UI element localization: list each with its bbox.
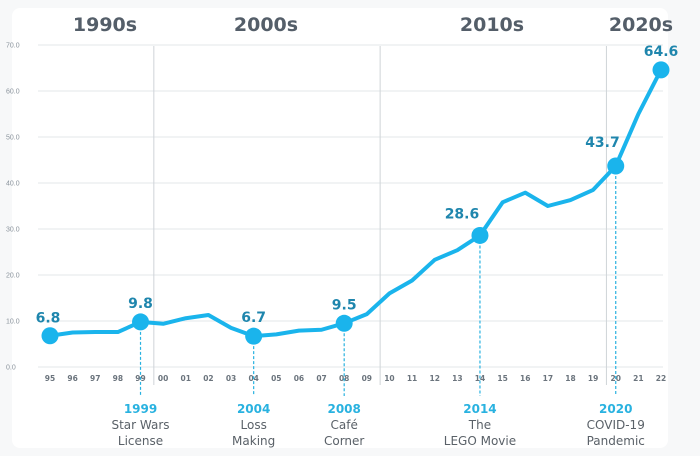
- annotation-layer: 1999 Star Wars License 2004 Loss Making 2008 Ca…: [111, 165, 645, 448]
- decade-title: 1990s: [73, 14, 137, 36]
- highlight-point-layer: [41, 61, 670, 345]
- y-tick-label: 40.0: [6, 181, 20, 188]
- x-tick-label: 06: [294, 374, 304, 383]
- value-label-layer: 6.8 9.8 6.7 9.5 28.6 43.7 64.6: [36, 44, 679, 327]
- x-tick-label: 11: [407, 374, 417, 383]
- x-tick-label: 16: [520, 374, 530, 383]
- x-tick-label: 19: [588, 374, 598, 383]
- x-tick-label: 00: [158, 374, 168, 383]
- y-tick-label: 30.0: [6, 227, 20, 234]
- decade-title: 2010s: [460, 14, 524, 36]
- y-tick-layer: 0.0 10.0 20.0 30.0 40.0 50.0 60.0 70.0: [6, 43, 20, 372]
- annotation-text: Café: [331, 418, 358, 432]
- x-tick-label: 95: [45, 374, 55, 383]
- annotation-text: The: [468, 418, 491, 432]
- highlight-point: [245, 327, 263, 345]
- y-tick-label: 20.0: [6, 273, 20, 280]
- y-tick-label: 60.0: [6, 89, 20, 96]
- annotation-text: Corner: [324, 434, 364, 448]
- annotation-text: Pandemic: [587, 434, 645, 448]
- highlight-point: [652, 61, 670, 79]
- x-tick-label: 13: [452, 374, 462, 383]
- x-tick-label: 03: [226, 374, 236, 383]
- decade-divider-layer: [153, 46, 607, 385]
- decade-title: 2000s: [234, 14, 298, 36]
- decade-title: 2020s: [609, 14, 673, 36]
- annotation-text: Making: [232, 434, 275, 448]
- highlight-point: [471, 226, 489, 244]
- series-line: [48, 67, 663, 339]
- value-label: 43.7: [585, 135, 620, 151]
- x-tick-label: 18: [565, 374, 575, 383]
- annotation-text: COVID-19: [587, 418, 645, 432]
- y-tick-label: 10.0: [6, 319, 20, 326]
- annotation-text: LEGO Movie: [444, 434, 516, 448]
- annotation-year: 2020: [599, 402, 632, 416]
- decade-title-layer: 1990s 2000s 2010s 2020s: [73, 14, 673, 36]
- value-label: 64.6: [644, 44, 679, 60]
- series-line-layer: [48, 67, 663, 339]
- value-label: 9.5: [332, 297, 357, 313]
- value-label: 6.7: [241, 310, 266, 326]
- x-tick-label: 12: [429, 374, 439, 383]
- highlight-point: [335, 314, 353, 332]
- annotation-text: Star Wars: [111, 418, 169, 432]
- value-label: 9.8: [128, 296, 153, 312]
- chart-card: [12, 8, 668, 448]
- x-tick-label: 17: [543, 374, 553, 383]
- annotation-text: License: [118, 434, 163, 448]
- x-tick-label: 02: [203, 374, 213, 383]
- annotation-year: 2004: [237, 402, 270, 416]
- x-tick-label: 96: [67, 374, 77, 383]
- x-tick-label: 22: [656, 374, 666, 383]
- value-label: 28.6: [445, 206, 480, 222]
- highlight-point: [132, 313, 150, 331]
- annotation-year: 2008: [327, 402, 360, 416]
- x-tick-label: 21: [633, 374, 643, 383]
- x-tick-label: 15: [497, 374, 507, 383]
- annotation-year: 2014: [463, 402, 496, 416]
- highlight-point: [607, 157, 625, 175]
- x-tick-label: 14: [475, 374, 485, 383]
- x-tick-label: 98: [113, 374, 123, 383]
- annotation-text: Loss: [241, 418, 267, 432]
- annotation-year: 1999: [124, 402, 157, 416]
- x-tick-label: 07: [316, 374, 326, 383]
- x-tick-label: 09: [362, 374, 372, 383]
- x-tick-label: 01: [181, 374, 191, 383]
- y-tick-label: 70.0: [6, 43, 20, 50]
- value-label: 6.8: [36, 311, 61, 327]
- x-tick-label: 10: [384, 374, 394, 383]
- highlight-point: [41, 327, 59, 345]
- y-tick-label: 50.0: [6, 135, 20, 142]
- x-tick-label: 97: [90, 374, 100, 383]
- y-tick-label: 0.0: [6, 365, 16, 372]
- x-tick-label: 05: [271, 374, 281, 383]
- x-tick-layer: 9596979899000102030405060708091011121314…: [45, 374, 666, 383]
